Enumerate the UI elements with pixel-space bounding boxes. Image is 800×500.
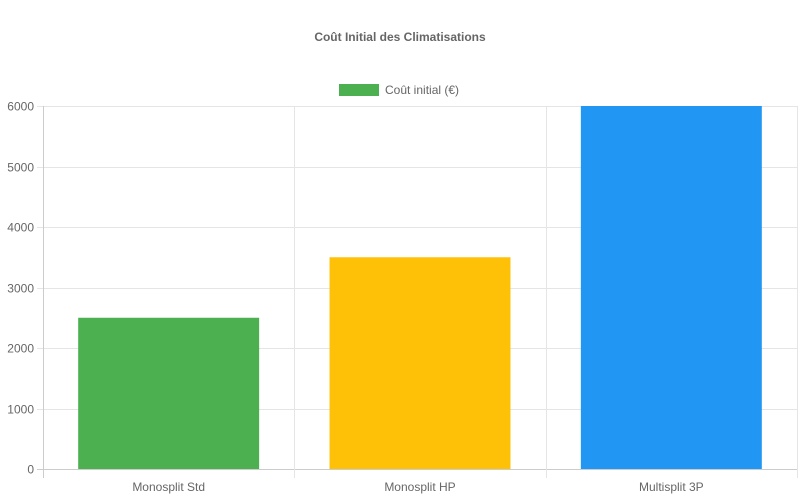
y-tick-label: 1000 <box>7 403 34 417</box>
legend-swatch <box>339 84 379 96</box>
y-tick-label: 5000 <box>7 161 34 175</box>
y-tick-label: 4000 <box>7 221 34 235</box>
bars <box>78 106 762 469</box>
y-tick-label: 6000 <box>7 100 34 114</box>
bar[interactable] <box>329 257 511 469</box>
chart-title: Coût Initial des Climatisations <box>314 30 486 44</box>
legend-label: Coût initial (€) <box>385 83 459 97</box>
bar[interactable] <box>78 317 260 469</box>
x-tick-label: Multisplit 3P <box>639 480 704 494</box>
bar[interactable] <box>580 106 762 469</box>
legend[interactable]: Coût initial (€) <box>339 83 459 97</box>
x-tick-label: Monosplit Std <box>132 480 205 494</box>
x-tick-label: Monosplit HP <box>384 480 455 494</box>
y-tick-label: 2000 <box>7 342 34 356</box>
y-tick-label: 3000 <box>7 282 34 296</box>
axes: 0 1000 2000 3000 4000 5000 6000 Monosplit Std Mo… <box>7 100 703 495</box>
y-tick-label: 0 <box>27 463 34 477</box>
